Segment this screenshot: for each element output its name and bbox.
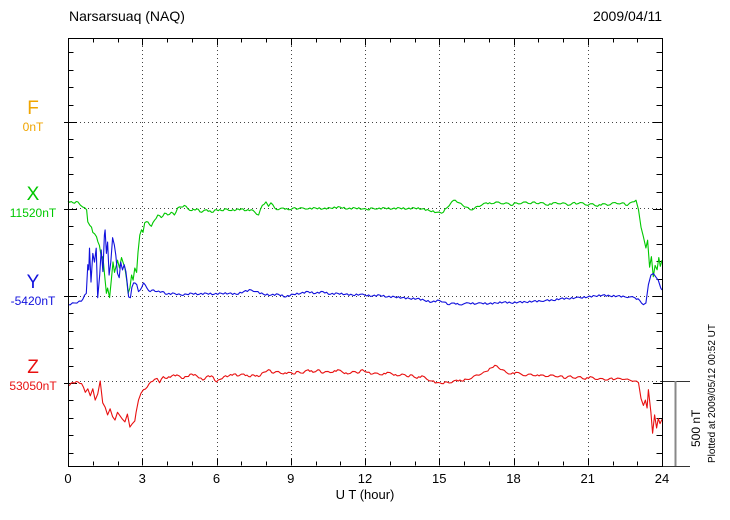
scale-bar [661, 381, 690, 467]
x-tick-label: 24 [654, 471, 670, 486]
plot-frame [68, 38, 663, 467]
component-Y-letter: Y [26, 272, 40, 293]
component-F: F 0nT [2, 99, 64, 134]
x-tick-label: 18 [506, 471, 521, 486]
x-tick-label: 0 [64, 471, 72, 486]
axis-ticks [64, 38, 662, 466]
scale-bar-label: 500 nT [689, 409, 703, 447]
plot-date: 2009/04/11 [592, 8, 662, 24]
x-axis-label: U T (hour) [335, 487, 395, 502]
x-tick-label: 12 [357, 471, 373, 486]
data-traces [67, 199, 663, 434]
component-Z-baseline-value: 53050nT [9, 379, 57, 393]
station-title: Narsarsuaq (NAQ) [69, 8, 185, 24]
component-Y: Y -5420nT [2, 273, 64, 308]
x-tick-label: 3 [138, 471, 146, 486]
x-tick-label: 15 [432, 471, 447, 486]
component-F-letter: F [27, 98, 39, 119]
plot-timestamp-note: Plotted at 2009/05/12 00:52 UT [707, 324, 718, 463]
component-F-baseline-value: 0nT [22, 120, 44, 134]
component-Y-baseline-value: -5420nT [10, 294, 56, 308]
x-tick-label: 6 [212, 471, 221, 486]
x-tick-label: 21 [580, 471, 595, 486]
component-X-baseline-value: 11520nT [9, 206, 57, 220]
component-X: X 11520nT [2, 185, 64, 220]
x-gridlines [142, 38, 589, 466]
x-tick-label: 9 [287, 471, 295, 486]
trace-Y [67, 229, 663, 306]
component-Z: Z 53050nT [2, 358, 64, 393]
component-X-letter: X [26, 184, 40, 205]
trace-X [67, 199, 663, 299]
component-Z-letter: Z [27, 357, 39, 378]
trace-Z [67, 364, 663, 434]
